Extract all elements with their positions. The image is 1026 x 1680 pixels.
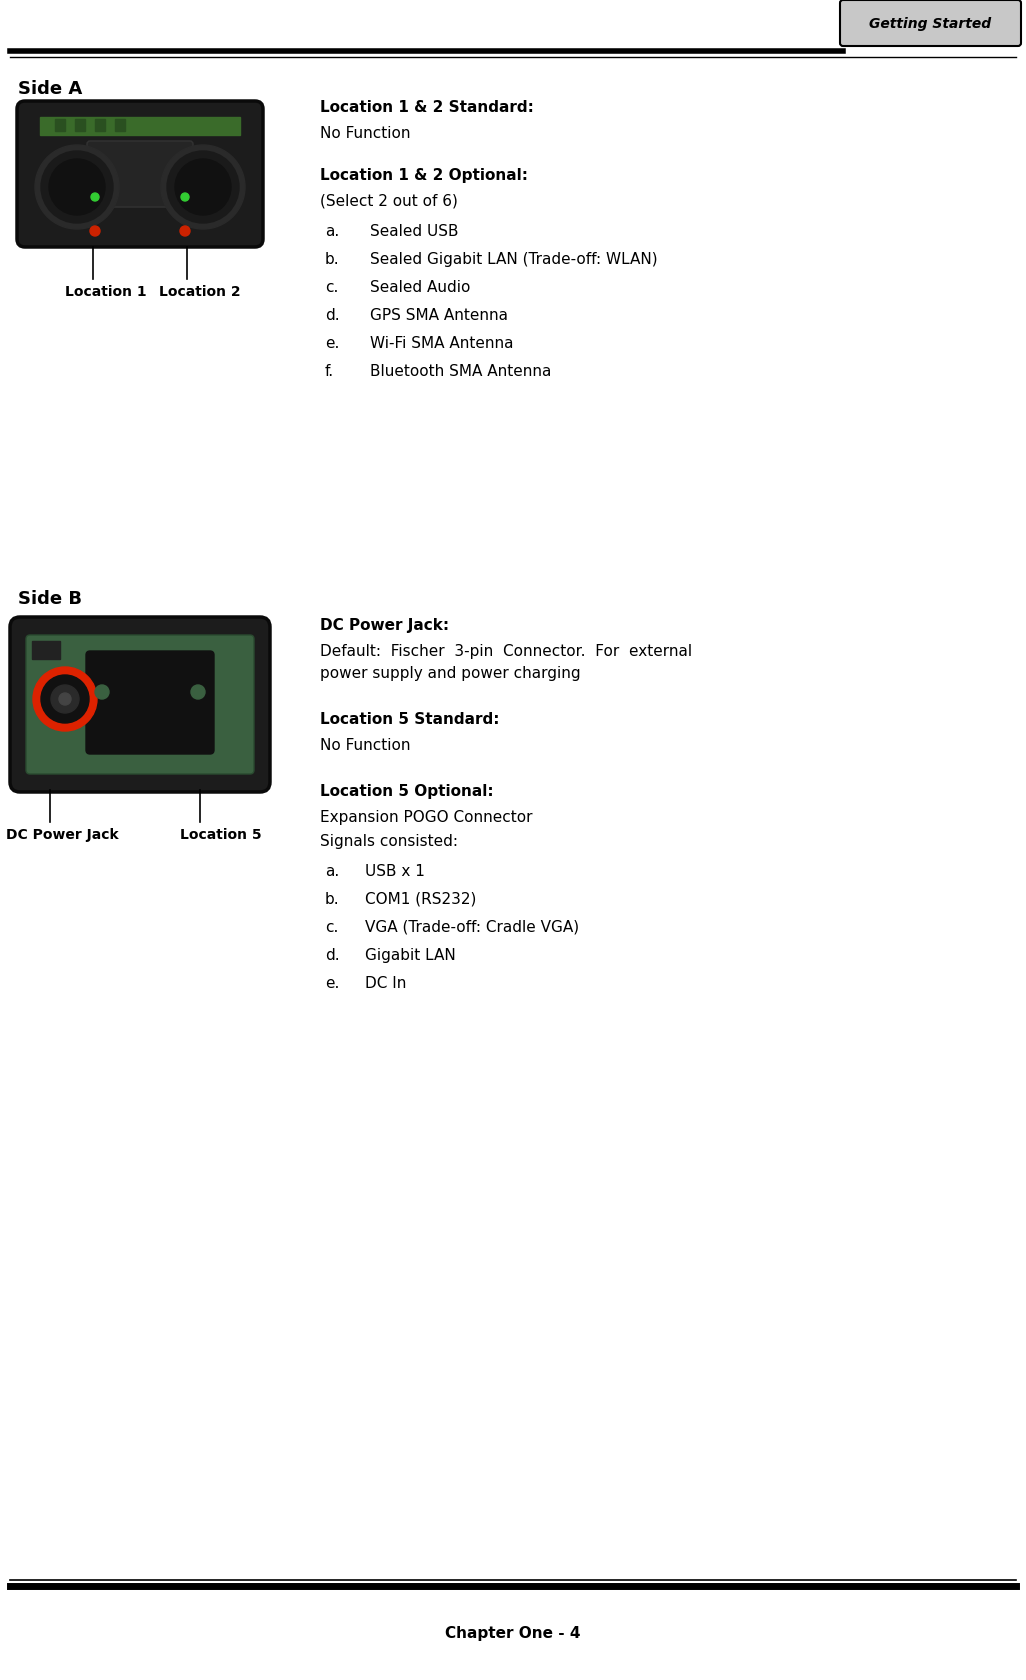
Text: Getting Started: Getting Started — [869, 17, 991, 30]
Text: b.: b. — [325, 252, 340, 267]
Text: e.: e. — [325, 976, 340, 991]
Text: d.: d. — [325, 948, 340, 963]
FancyBboxPatch shape — [86, 652, 214, 754]
Text: Location 1 & 2 Standard:: Location 1 & 2 Standard: — [320, 99, 534, 114]
Bar — [55, 119, 65, 133]
Text: b.: b. — [325, 892, 340, 907]
FancyBboxPatch shape — [26, 635, 254, 774]
Text: Location 5: Location 5 — [180, 828, 262, 842]
Circle shape — [181, 193, 189, 202]
Text: VGA (Trade-off: Cradle VGA): VGA (Trade-off: Cradle VGA) — [365, 919, 579, 934]
Text: No Function: No Function — [320, 126, 410, 141]
FancyBboxPatch shape — [840, 2, 1021, 47]
Text: Default:  Fischer  3-pin  Connector.  For  external: Default: Fischer 3-pin Connector. For ex… — [320, 643, 693, 659]
Bar — [32, 642, 60, 660]
Text: No Function: No Function — [320, 738, 410, 753]
Circle shape — [41, 675, 89, 724]
Circle shape — [41, 151, 113, 223]
Text: c.: c. — [325, 919, 339, 934]
Circle shape — [95, 685, 109, 699]
Circle shape — [49, 160, 105, 215]
FancyBboxPatch shape — [87, 141, 193, 208]
Circle shape — [180, 227, 190, 237]
Text: a.: a. — [325, 864, 340, 879]
FancyBboxPatch shape — [17, 102, 263, 249]
Text: d.: d. — [325, 307, 340, 323]
Text: (Select 2 out of 6): (Select 2 out of 6) — [320, 193, 458, 208]
Text: Location 2: Location 2 — [159, 286, 241, 299]
Text: Sealed Gigabit LAN (Trade-off: WLAN): Sealed Gigabit LAN (Trade-off: WLAN) — [370, 252, 658, 267]
Text: COM1 (RS232): COM1 (RS232) — [365, 892, 476, 907]
Text: Signals consisted:: Signals consisted: — [320, 833, 458, 848]
Text: DC Power Jack:: DC Power Jack: — [320, 618, 449, 633]
Text: Sealed Audio: Sealed Audio — [370, 281, 470, 294]
Circle shape — [161, 146, 245, 230]
Circle shape — [33, 667, 97, 731]
Circle shape — [60, 694, 71, 706]
Text: Side A: Side A — [18, 81, 82, 97]
Bar — [40, 118, 240, 136]
Bar — [75, 119, 85, 133]
Text: power supply and power charging: power supply and power charging — [320, 665, 581, 680]
Text: DC Power Jack: DC Power Jack — [6, 828, 119, 842]
Circle shape — [91, 193, 98, 202]
Circle shape — [51, 685, 79, 714]
Text: Location 1 & 2 Optional:: Location 1 & 2 Optional: — [320, 168, 528, 183]
Text: e.: e. — [325, 336, 340, 351]
Circle shape — [175, 160, 231, 215]
Circle shape — [35, 146, 119, 230]
Text: Wi-Fi SMA Antenna: Wi-Fi SMA Antenna — [370, 336, 513, 351]
Text: Gigabit LAN: Gigabit LAN — [365, 948, 456, 963]
Text: a.: a. — [325, 223, 340, 239]
Text: DC In: DC In — [365, 976, 406, 991]
Circle shape — [191, 685, 205, 699]
Bar — [115, 119, 125, 133]
Bar — [95, 119, 105, 133]
Text: Side B: Side B — [18, 590, 82, 608]
Text: f.: f. — [325, 365, 334, 378]
Circle shape — [90, 227, 100, 237]
Text: Location 5 Optional:: Location 5 Optional: — [320, 783, 494, 798]
Text: Chapter One - 4: Chapter One - 4 — [445, 1625, 581, 1640]
Text: Sealed USB: Sealed USB — [370, 223, 459, 239]
Text: Location 1: Location 1 — [65, 286, 147, 299]
Text: GPS SMA Antenna: GPS SMA Antenna — [370, 307, 508, 323]
Circle shape — [167, 151, 239, 223]
FancyBboxPatch shape — [10, 618, 270, 793]
Text: Expansion POGO Connector: Expansion POGO Connector — [320, 810, 532, 825]
Text: c.: c. — [325, 281, 339, 294]
Text: Location 5 Standard:: Location 5 Standard: — [320, 712, 500, 726]
Text: USB x 1: USB x 1 — [365, 864, 425, 879]
Text: Bluetooth SMA Antenna: Bluetooth SMA Antenna — [370, 365, 551, 378]
